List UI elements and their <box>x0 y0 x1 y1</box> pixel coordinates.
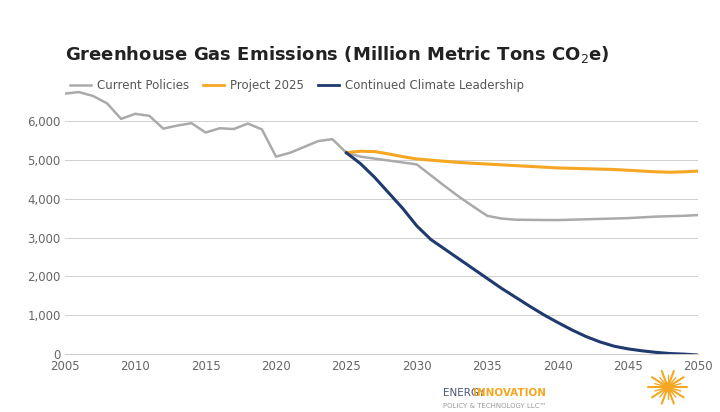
Legend: Current Policies, Project 2025, Continued Climate Leadership: Current Policies, Project 2025, Continue… <box>65 74 529 96</box>
Text: INNOVATION: INNOVATION <box>473 389 546 398</box>
Text: ENERGY: ENERGY <box>443 389 488 398</box>
Text: POLICY & TECHNOLOGY LLC™: POLICY & TECHNOLOGY LLC™ <box>443 403 546 409</box>
Text: Greenhouse Gas Emissions (Million Metric Tons CO$_2$e): Greenhouse Gas Emissions (Million Metric… <box>65 44 609 65</box>
Circle shape <box>663 383 672 391</box>
